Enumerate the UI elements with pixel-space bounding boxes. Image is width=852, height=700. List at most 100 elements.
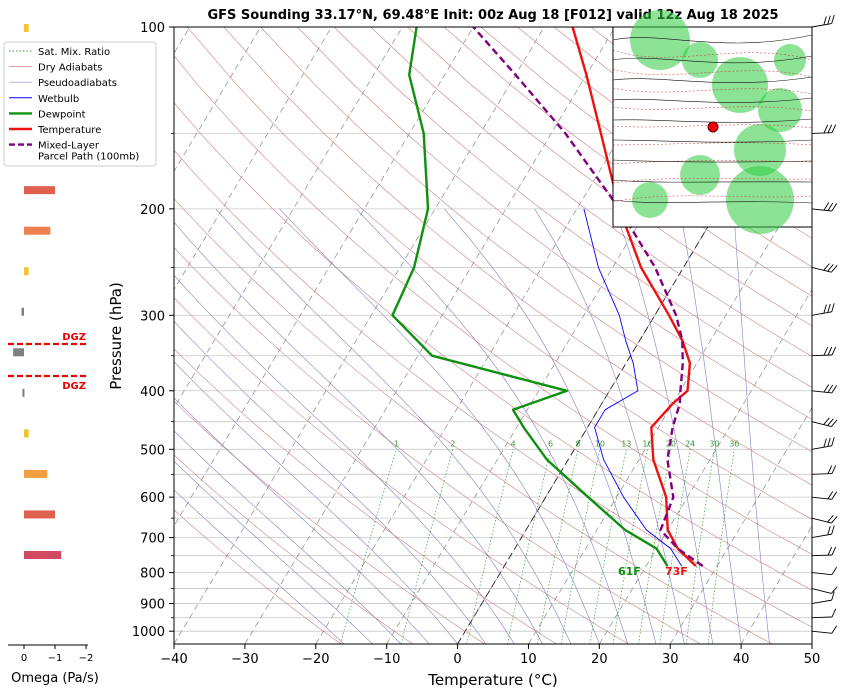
mix-ratio-line	[590, 449, 627, 644]
x-tick-label: −20	[302, 652, 329, 667]
y-tick-label: 200	[140, 203, 165, 218]
y-tick-label: 100	[140, 21, 165, 36]
mix-ratio-line	[507, 449, 550, 644]
legend: Sat. Mix. Ratio Dry Adiabats Pseudoadiabat…	[4, 42, 156, 166]
mix-ratio-label: 36	[729, 439, 739, 448]
omega-bar	[24, 267, 29, 275]
wind-barb-icon	[811, 15, 836, 27]
x-tick-label: 20	[591, 652, 608, 667]
wind-barbs	[811, 15, 838, 644]
omega-bar	[24, 470, 47, 478]
mix-ratio-label: 6	[548, 439, 553, 448]
mix-ratio-label: 8	[576, 439, 581, 448]
mix-ratio-label: 20	[666, 439, 676, 448]
y-axis-label: Pressure (hPa)	[107, 282, 125, 390]
isotherm-line	[174, 27, 544, 644]
pseudoadiabat	[734, 209, 770, 644]
omega-bar	[24, 24, 29, 32]
wind-barb-icon	[812, 510, 837, 524]
mix-ratio-label: 4	[511, 439, 516, 448]
omega-bar	[24, 227, 50, 235]
wind-barb-icon	[812, 581, 837, 595]
wind-barb-icon	[812, 347, 836, 356]
inset-precip-area	[632, 182, 668, 218]
chart-title: GFS Sounding 33.17°N, 69.48°E Init: 00z …	[207, 8, 778, 23]
pseudoadiabat	[118, 209, 515, 644]
legend-label: Dry Adiabats	[38, 63, 102, 74]
mix-ratio-line	[467, 449, 514, 644]
legend-label: Parcel Path (100mb)	[38, 152, 139, 163]
wind-barb-icon	[812, 414, 837, 428]
pseudoadiabat	[16, 209, 430, 644]
omega-bar	[22, 389, 24, 397]
legend-label: Sat. Mix. Ratio	[38, 47, 110, 58]
wind-barb-icon	[812, 465, 836, 474]
legend-label: Dewpoint	[38, 109, 86, 120]
y-tick-label: 900	[140, 598, 165, 613]
pseudoadiabat	[0, 209, 372, 644]
y-tick-label: 500	[140, 443, 165, 458]
mix-ratio-label: 16	[642, 439, 652, 448]
wind-barb-icon	[812, 125, 836, 134]
wind-barb-icon	[812, 547, 836, 556]
legend-label: Wetbulb	[38, 94, 79, 105]
pseudoadiabat	[535, 209, 685, 644]
surface-temperature-label: 73F	[665, 565, 688, 578]
pseudoadiabat	[614, 209, 713, 644]
x-tick-label: −30	[231, 652, 258, 667]
isotherm-line	[245, 27, 615, 644]
mix-ratio-label: 30	[709, 439, 719, 448]
omega-tick-label: −1	[48, 653, 63, 664]
isotherm-line	[812, 27, 852, 644]
wind-barb-icon	[812, 565, 837, 575]
mix-ratio-line	[708, 449, 734, 644]
y-tick-label: 300	[140, 309, 165, 324]
inset-precip-area	[682, 42, 718, 78]
pseudoadiabat	[163, 209, 543, 644]
y-tick-label: 600	[140, 491, 165, 506]
omega-bar	[24, 551, 61, 559]
inset-precip-area	[726, 166, 794, 234]
pseudoadiabat	[680, 209, 742, 644]
x-tick-label: 30	[662, 652, 679, 667]
surface-dewpoint-label: 61F	[618, 565, 641, 578]
omega-bar	[24, 429, 29, 437]
wind-barb-icon	[811, 437, 836, 449]
inset-map	[613, 10, 812, 234]
legend-label: Pseudoadiabats	[38, 78, 117, 89]
omega-tick-label: −2	[79, 653, 94, 664]
wind-barb-icon	[812, 201, 837, 211]
omega-bar	[13, 348, 24, 356]
omega-axis-label: Omega (Pa/s)	[11, 671, 99, 686]
pseudoadiabat	[216, 209, 571, 644]
x-tick-label: 50	[804, 652, 821, 667]
omega-bar	[24, 186, 55, 194]
x-axis-label: Temperature (°C)	[427, 671, 557, 689]
mix-ratio-label: 1	[394, 439, 399, 448]
mix-ratio-label: 2	[450, 439, 455, 448]
x-tick-label: −40	[160, 652, 187, 667]
omega-tick-label: 0	[21, 653, 27, 664]
dgz-label: DGZ	[62, 381, 86, 392]
mix-ratio-label: 13	[621, 439, 631, 448]
wind-barb-icon	[812, 623, 837, 633]
pseudoadiabat	[0, 209, 344, 644]
pseudoadiabat	[356, 209, 628, 644]
x-tick-label: 40	[733, 652, 750, 667]
wind-barb-icon	[811, 303, 836, 315]
y-tick-label: 700	[140, 532, 165, 547]
mix-ratio-label: 24	[685, 439, 695, 448]
mix-ratio-label: 10	[595, 439, 605, 448]
inset-precip-area	[774, 44, 806, 76]
wind-barb-icon	[812, 489, 837, 499]
mix-ratio-line	[686, 449, 714, 644]
legend-label: Temperature	[37, 125, 101, 136]
y-tick-label: 800	[140, 567, 165, 582]
wind-barb-icon	[812, 383, 837, 393]
location-marker-icon	[708, 122, 718, 132]
y-tick-label: 400	[140, 385, 165, 400]
dgz-label: DGZ	[62, 332, 86, 343]
wind-barb-icon	[812, 260, 837, 274]
